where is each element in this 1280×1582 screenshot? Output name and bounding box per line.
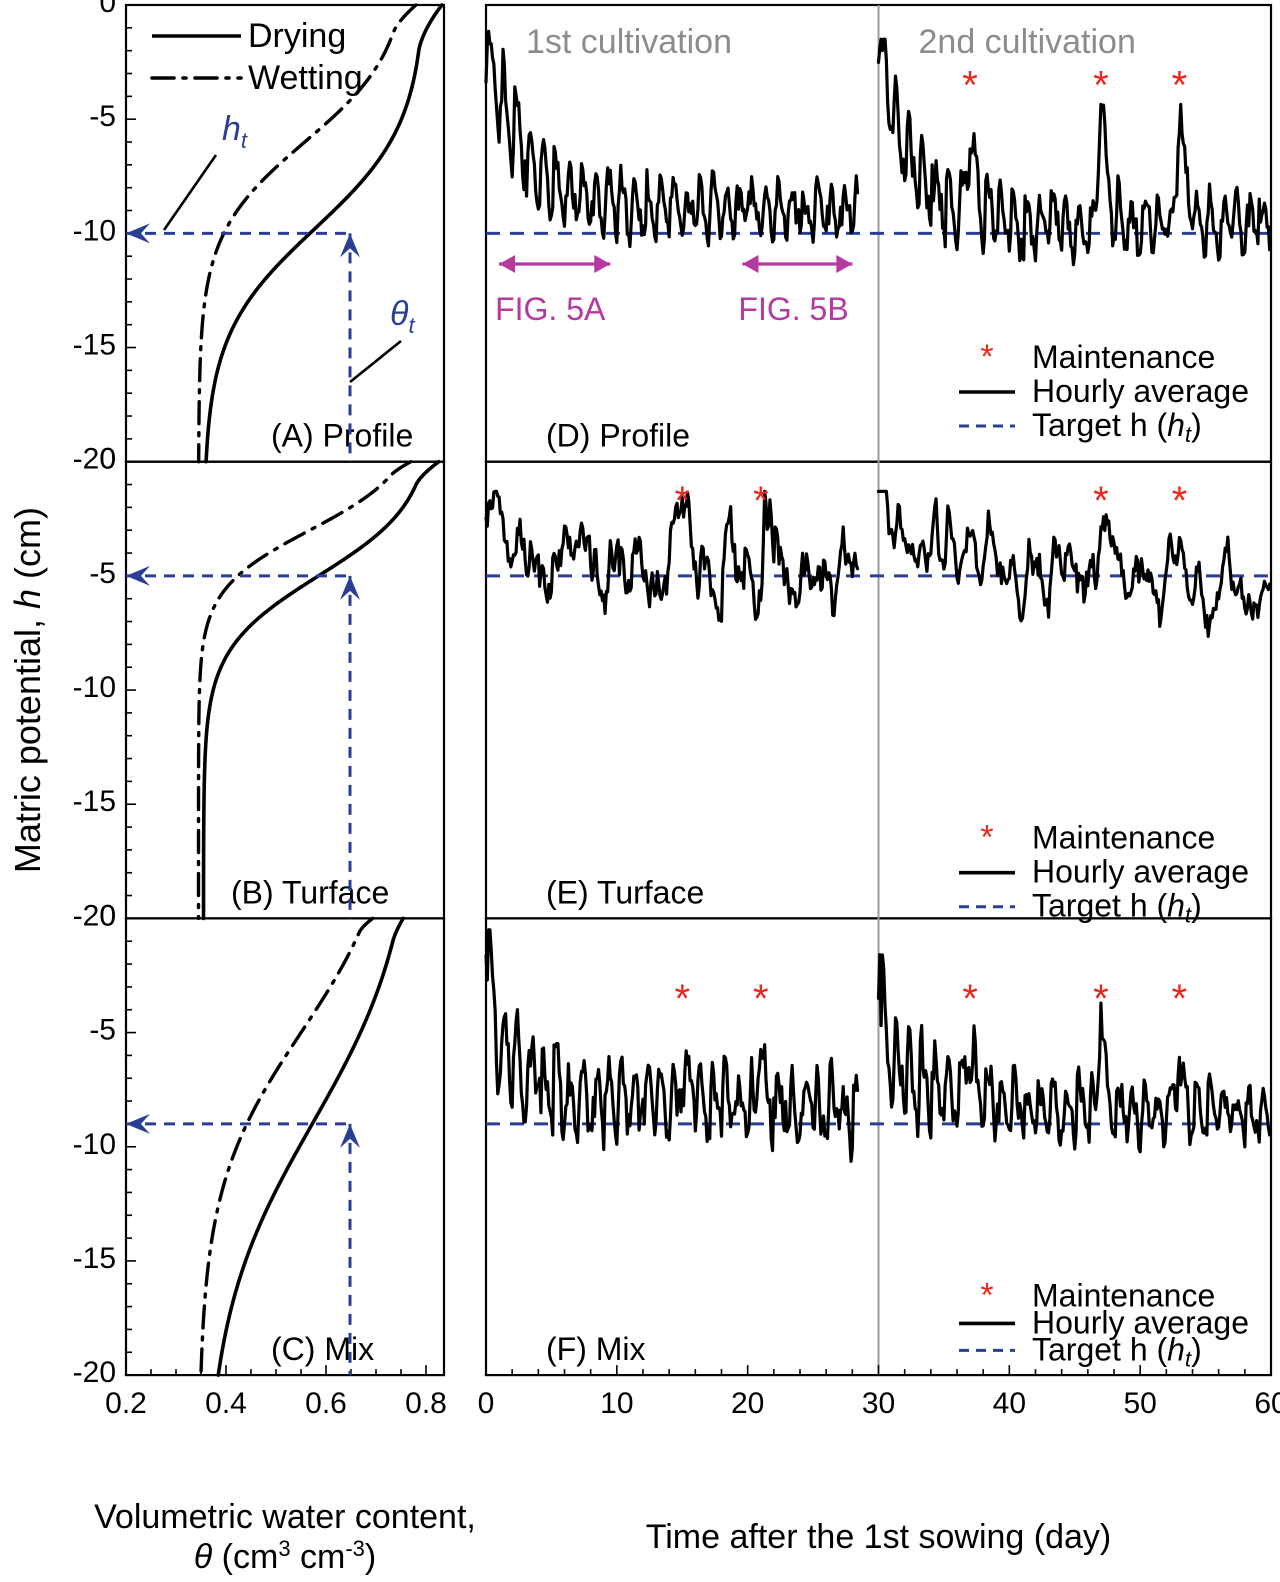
- svg-text:0.4: 0.4: [205, 1387, 247, 1420]
- svg-text:-10: -10: [73, 671, 116, 704]
- svg-text:1st cultivation: 1st cultivation: [526, 23, 732, 61]
- svg-text:(F) Mix: (F) Mix: [546, 1331, 646, 1367]
- svg-text:(B) Turface: (B) Turface: [231, 874, 389, 910]
- svg-text:FIG. 5B: FIG. 5B: [738, 291, 848, 327]
- svg-text:40: 40: [993, 1387, 1026, 1420]
- svg-text:*: *: [980, 1276, 993, 1314]
- svg-text:*: *: [1172, 479, 1188, 523]
- svg-text:-15: -15: [73, 785, 116, 818]
- svg-text:Maintenance: Maintenance: [1032, 339, 1215, 375]
- svg-text:Target h (ht): Target h (ht): [1032, 888, 1202, 928]
- svg-text:-5: -5: [89, 557, 116, 590]
- svg-text:0.8: 0.8: [405, 1387, 447, 1420]
- svg-text:*: *: [980, 338, 993, 376]
- svg-text:60: 60: [1254, 1387, 1280, 1420]
- svg-text:*: *: [674, 479, 690, 523]
- svg-text:Hourly average: Hourly average: [1032, 854, 1249, 890]
- svg-text:Time after the 1st sowing (day: Time after the 1st sowing (day): [646, 1518, 1111, 1556]
- svg-text:-5: -5: [89, 1014, 116, 1047]
- svg-text:-10: -10: [73, 214, 116, 247]
- svg-text:*: *: [674, 977, 690, 1021]
- svg-text:Target h (ht): Target h (ht): [1032, 1331, 1202, 1371]
- svg-text:20: 20: [731, 1387, 764, 1420]
- svg-text:30: 30: [862, 1387, 895, 1420]
- svg-text:Hourly average: Hourly average: [1032, 373, 1249, 409]
- svg-text:-5: -5: [89, 100, 116, 133]
- svg-text:Drying: Drying: [248, 17, 346, 55]
- svg-text:*: *: [980, 819, 993, 857]
- svg-text:-15: -15: [73, 1242, 116, 1275]
- svg-text:50: 50: [1123, 1387, 1156, 1420]
- svg-text:*: *: [1093, 977, 1109, 1021]
- svg-text:Volumetric water content,: Volumetric water content,: [94, 1498, 476, 1536]
- svg-text:0: 0: [478, 1387, 495, 1420]
- svg-text:Maintenance: Maintenance: [1032, 820, 1215, 856]
- svg-text:0.6: 0.6: [305, 1387, 347, 1420]
- svg-text:*: *: [1172, 64, 1188, 108]
- svg-text:*: *: [962, 977, 978, 1021]
- svg-text:(C) Mix: (C) Mix: [271, 1331, 374, 1367]
- svg-text:-10: -10: [73, 1128, 116, 1161]
- svg-text:Wetting: Wetting: [248, 59, 363, 97]
- svg-text:2nd cultivation: 2nd cultivation: [919, 23, 1136, 61]
- svg-text:(D) Profile: (D) Profile: [546, 418, 690, 454]
- svg-text:FIG. 5A: FIG. 5A: [495, 291, 606, 327]
- svg-text:*: *: [1093, 64, 1109, 108]
- svg-text:0.2: 0.2: [105, 1387, 147, 1420]
- svg-text:-20: -20: [73, 1356, 116, 1389]
- svg-text:*: *: [1172, 977, 1188, 1021]
- svg-text:0: 0: [99, 899, 116, 932]
- svg-text:*: *: [753, 977, 769, 1021]
- svg-text:0: 0: [99, 0, 116, 19]
- svg-text:0: 0: [99, 443, 116, 476]
- svg-text:Target h (ht): Target h (ht): [1032, 407, 1202, 447]
- svg-text:10: 10: [600, 1387, 633, 1420]
- svg-text:*: *: [753, 479, 769, 523]
- svg-text:-15: -15: [73, 329, 116, 362]
- svg-text:*: *: [962, 64, 978, 108]
- svg-text:(E) Turface: (E) Turface: [546, 874, 704, 910]
- svg-text:(A) Profile: (A) Profile: [271, 418, 413, 454]
- svg-text:*: *: [1093, 479, 1109, 523]
- svg-text:Matric potential, h (cm): Matric potential, h (cm): [7, 507, 48, 873]
